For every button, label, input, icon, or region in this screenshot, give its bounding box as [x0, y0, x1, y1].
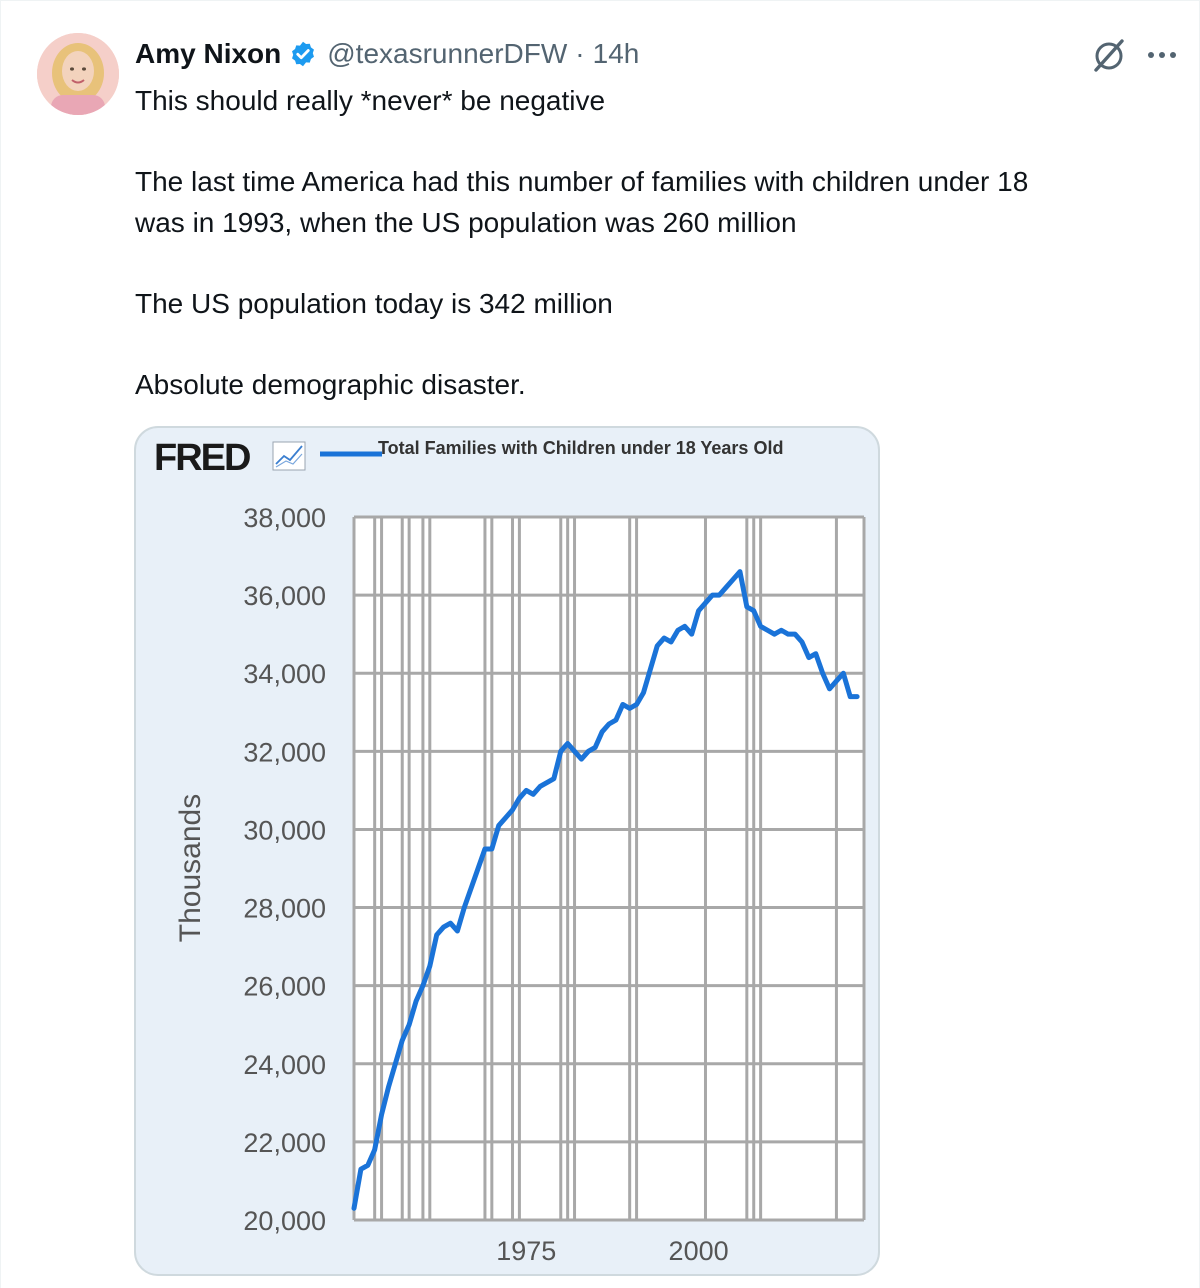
legend-label: Total Families with Children under 18 Ye…: [378, 438, 783, 458]
x-tick-label: 2000: [669, 1236, 729, 1266]
separator-dot: ·: [575, 38, 585, 69]
chart-grid: [352, 515, 866, 1222]
tweet-text-line: The last time America had this number of…: [135, 166, 1029, 198]
tweet-text-gap: [135, 122, 1165, 163]
fred-brand: FRED: [154, 437, 250, 479]
fred-logo: FRED: [154, 437, 252, 479]
tweet-text-line: Absolute demographic disaster.: [135, 369, 526, 401]
x-axis: 1975 2000: [496, 1236, 728, 1266]
y-tick-label: 30,000: [243, 815, 326, 845]
tweet-text-line: was in 1993, when the US population was …: [135, 206, 797, 238]
avatar[interactable]: [37, 33, 119, 115]
y-tick-label: 22,000: [243, 1128, 326, 1158]
tweet-text: This should really *never* be negative T…: [135, 81, 1165, 406]
tweet-text-line: This should really *never* be negative: [135, 85, 606, 116]
chart-series: [351, 569, 860, 1211]
y-tick-label: 20,000: [243, 1206, 326, 1236]
fred-chart: 20,000 22,000 24,000 26,000 28,000 30,000 32,0…: [154, 437, 866, 1266]
grok-icon[interactable]: [1091, 37, 1127, 73]
y-tick-label: 36,000: [243, 581, 326, 611]
tweet-text-gap: [135, 243, 1165, 284]
series-line: [351, 569, 860, 1211]
more-icon[interactable]: [1145, 41, 1179, 69]
verified-badge-icon: [292, 41, 315, 67]
y-tick-label: 28,000: [243, 894, 326, 924]
tweet-header: Amy Nixon @texasrunnerDFW · 14h: [135, 37, 639, 71]
y-tick-label: 24,000: [243, 1050, 326, 1080]
y-tick-label: 38,000: [243, 503, 326, 533]
author-name[interactable]: Amy Nixon: [135, 38, 282, 69]
y-axis: 20,000 22,000 24,000 26,000 28,000 30,000 32,0…: [243, 503, 326, 1236]
y-tick-label: 32,000: [243, 737, 326, 767]
y-tick-label: 34,000: [243, 659, 326, 689]
fred-chart-icon: [272, 441, 306, 471]
y-tick-label: 26,000: [243, 972, 326, 1002]
y-axis-label: Thousands: [174, 794, 207, 942]
x-tick-label: 1975: [496, 1236, 556, 1266]
timestamp[interactable]: 14h: [592, 38, 640, 69]
tweet-text-gap: [135, 325, 1165, 366]
author-handle[interactable]: @texasrunnerDFW: [327, 38, 568, 69]
tweet-text-line: The US population today is 342 million: [135, 287, 613, 319]
tweet-media-chart[interactable]: 20,000 22,000 24,000 26,000 28,000 30,000 32,0…: [134, 426, 880, 1276]
